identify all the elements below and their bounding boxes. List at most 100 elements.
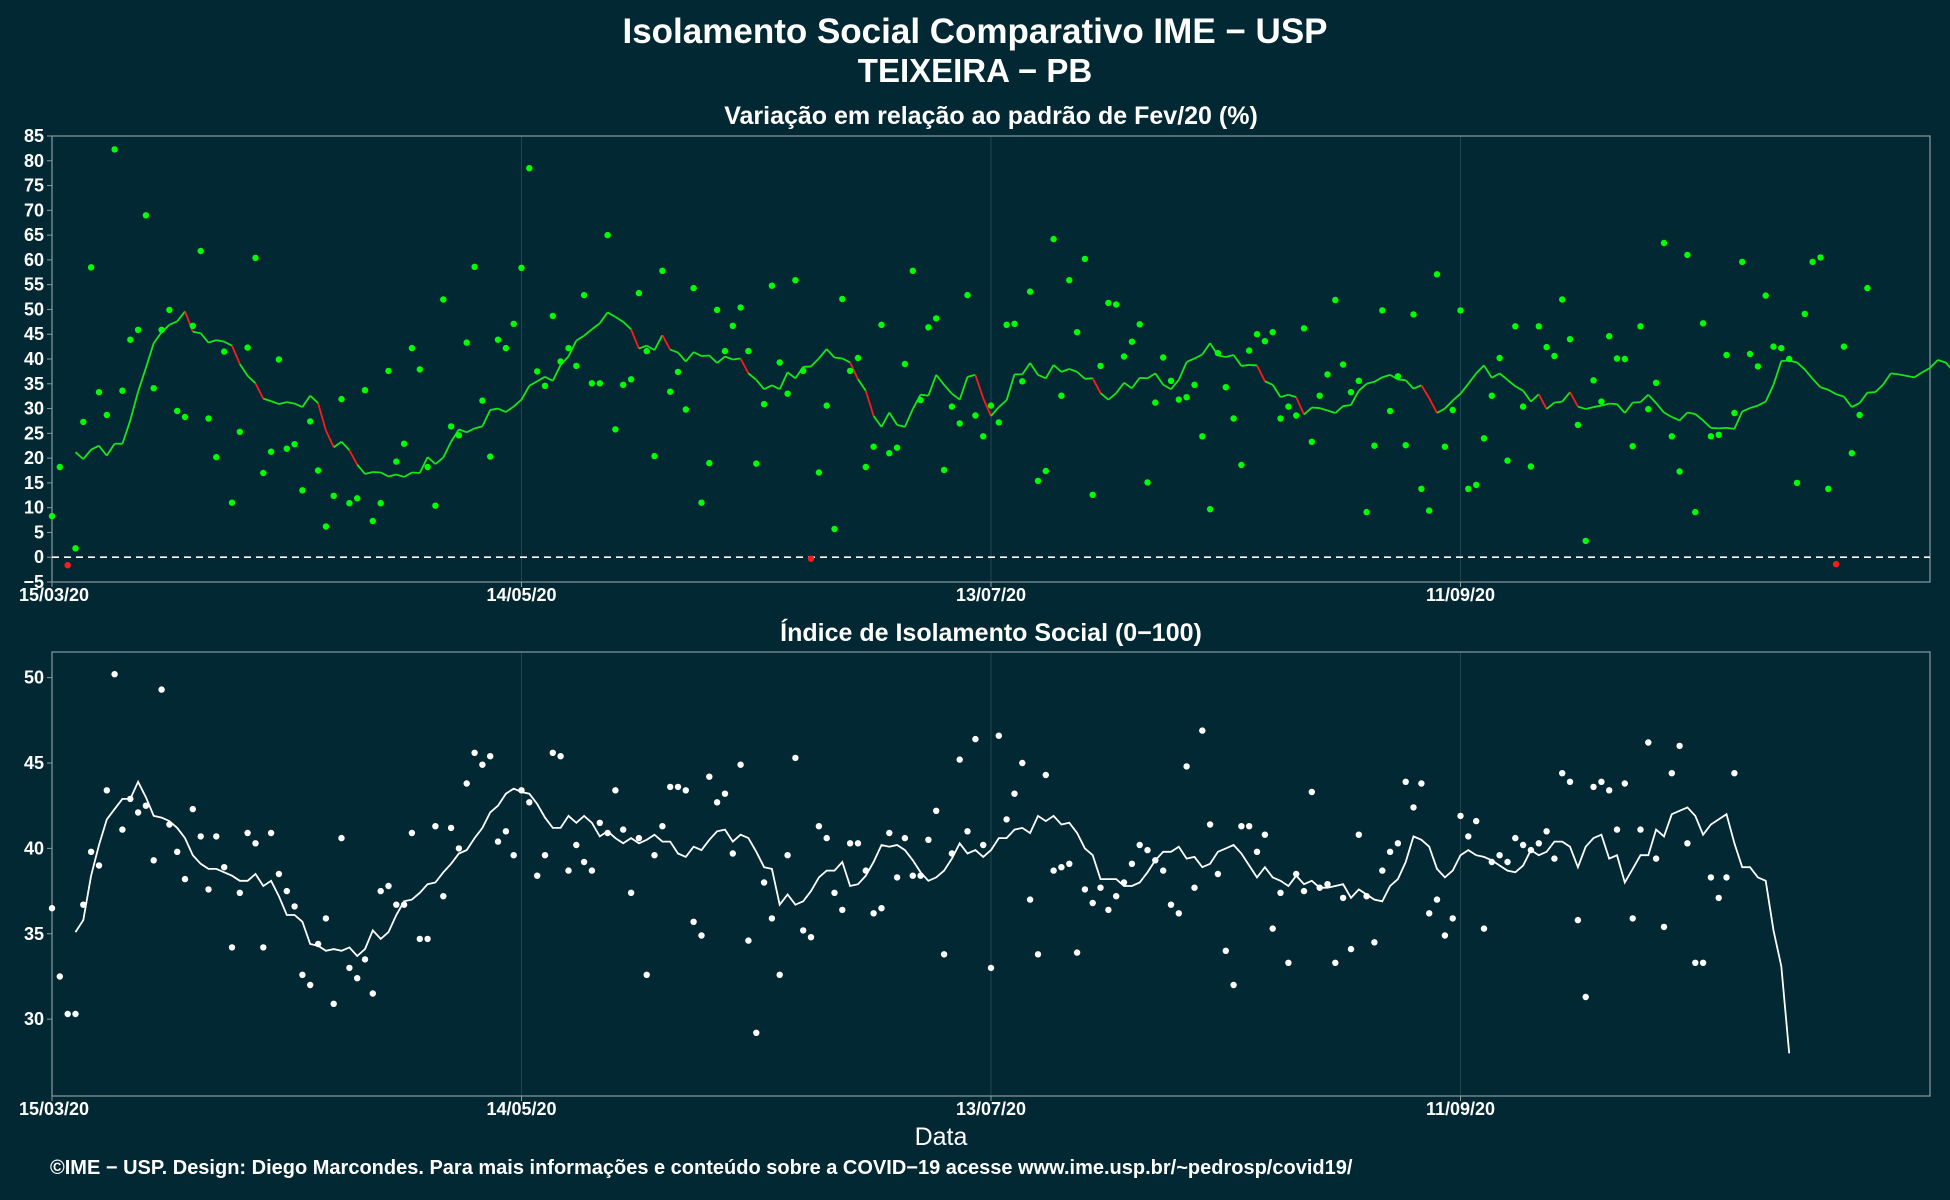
- data-point: [1410, 804, 1417, 811]
- data-point: [643, 971, 650, 978]
- data-point: [1277, 415, 1284, 422]
- data-point: [972, 412, 979, 419]
- data-point: [1770, 343, 1777, 350]
- data-point: [299, 971, 306, 978]
- moving-average-segment: [1170, 379, 1180, 390]
- moving-average-segment: [1358, 383, 1368, 392]
- data-point: [917, 872, 924, 879]
- data-point: [1222, 947, 1230, 954]
- data-point: [205, 415, 212, 422]
- moving-average-segment: [1256, 365, 1266, 382]
- moving-average-segment: [309, 395, 319, 404]
- moving-average-segment: [1115, 382, 1125, 394]
- data-point: [346, 964, 353, 972]
- data-point: [1465, 833, 1472, 840]
- data-point: [1136, 841, 1143, 849]
- y-tick-label: 10: [24, 498, 44, 518]
- data-point: [1097, 884, 1104, 891]
- data-point: [948, 850, 956, 857]
- moving-average-segment: [427, 456, 437, 465]
- data-point: [760, 400, 768, 408]
- data-point: [1230, 415, 1237, 422]
- moving-average-segment: [1506, 379, 1516, 387]
- moving-average-segment: [1303, 406, 1313, 416]
- data-point: [197, 247, 204, 255]
- data-point: [181, 875, 189, 883]
- data-point: [1073, 329, 1081, 336]
- moving-average-segment: [1288, 393, 1297, 399]
- data-point: [1629, 915, 1636, 922]
- moving-average-segment: [1343, 404, 1352, 407]
- data-point: [1152, 857, 1159, 864]
- moving-average-segment: [1569, 391, 1579, 408]
- data-point: [267, 448, 275, 455]
- moving-average-segment: [1694, 413, 1704, 422]
- data-point: [878, 321, 885, 328]
- moving-average-segment: [904, 408, 914, 428]
- data-point: [314, 940, 322, 948]
- data-point: [1371, 442, 1378, 449]
- data-point: [784, 852, 791, 859]
- moving-average-segment: [771, 384, 781, 391]
- data-point: [1285, 959, 1292, 966]
- data-point: [142, 212, 150, 219]
- data-point: [1793, 479, 1801, 487]
- data-point: [1543, 828, 1550, 835]
- data-point: [1324, 881, 1331, 888]
- moving-average-segment: [1327, 409, 1336, 414]
- moving-average-segment: [286, 401, 295, 405]
- moving-average-segment: [1561, 391, 1571, 403]
- data-point: [361, 387, 369, 394]
- data-point: [823, 402, 830, 409]
- moving-average-segment: [1522, 390, 1532, 403]
- moving-average-segment: [927, 374, 938, 396]
- data-point: [1582, 993, 1589, 1001]
- moving-average-segment: [920, 393, 929, 397]
- moving-average-segment: [1537, 393, 1548, 410]
- moving-average-segment: [1546, 401, 1555, 410]
- moving-average-segment: [778, 372, 789, 390]
- data-point: [72, 545, 79, 552]
- data-point: [1128, 338, 1136, 345]
- data-point: [221, 348, 228, 355]
- data-point: [1715, 894, 1722, 902]
- data-point: [103, 787, 111, 794]
- data-point: [753, 460, 760, 467]
- data-point: [1120, 879, 1128, 886]
- data-point: [1566, 778, 1574, 785]
- data-point: [1277, 889, 1284, 896]
- data-point: [831, 525, 838, 533]
- data-point: [1566, 336, 1574, 343]
- y-tick-label: 50: [24, 668, 44, 688]
- x-tick-label: 11/09/20: [1426, 585, 1495, 605]
- data-point: [1261, 831, 1269, 838]
- data-point: [854, 354, 862, 362]
- data-point: [1613, 355, 1621, 362]
- moving-average-segment: [755, 379, 765, 390]
- data-point: [1073, 949, 1081, 956]
- moving-average-segment: [1585, 406, 1594, 410]
- data-point: [87, 848, 95, 855]
- data-point: [925, 836, 932, 843]
- data-point: [244, 829, 251, 837]
- moving-average-segment: [199, 332, 210, 344]
- data-point: [72, 1010, 79, 1018]
- data-point: [1206, 821, 1214, 828]
- moving-average-segment: [1194, 353, 1203, 360]
- moving-average-segment: [1201, 342, 1211, 356]
- data-point: [158, 326, 165, 333]
- data-point: [776, 359, 783, 366]
- data-point: [64, 562, 71, 569]
- data-point: [1449, 406, 1456, 414]
- data-point: [933, 807, 940, 814]
- data-point: [784, 390, 791, 397]
- data-point: [526, 165, 533, 172]
- data-point: [1527, 463, 1535, 470]
- data-point: [823, 834, 830, 842]
- data-point: [1480, 925, 1488, 932]
- data-point: [549, 312, 556, 320]
- data-point: [1848, 450, 1856, 457]
- moving-average-segment: [1858, 392, 1869, 404]
- data-point: [980, 841, 987, 849]
